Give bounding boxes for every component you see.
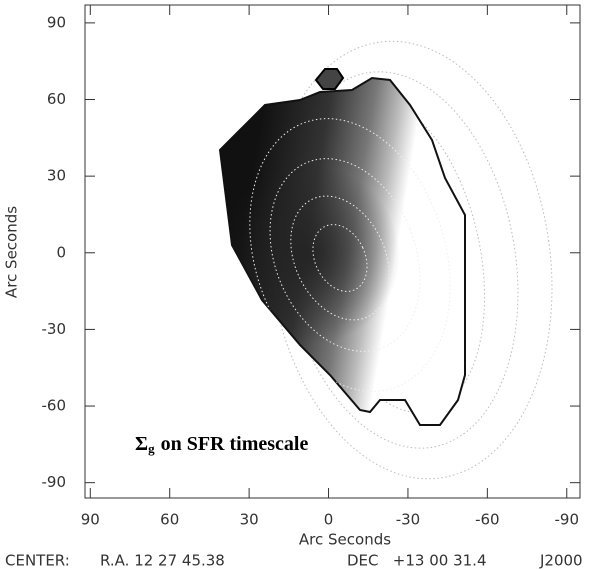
- y-tick-label: -90: [42, 473, 67, 491]
- x-tick-label: 90: [81, 511, 100, 529]
- annotation: Σg on SFR timescale: [135, 433, 308, 456]
- footer-ra: R.A. 12 27 45.38: [100, 552, 225, 570]
- plot-frame: [84, 4, 581, 499]
- footer-label: CENTER:: [5, 552, 70, 570]
- galaxy-core: [220, 80, 465, 425]
- y-tick-label: 60: [47, 90, 66, 108]
- map: [219, 40, 553, 480]
- galaxy-knot: [314, 68, 345, 90]
- x-tick-label: -90: [555, 511, 580, 529]
- x-tick-label: -60: [475, 511, 500, 529]
- x-tick-label: 30: [240, 511, 259, 529]
- x-tick-label: 60: [160, 511, 179, 529]
- footer-dec: DEC +13 00 31.4: [347, 552, 486, 570]
- y-tick-label: 90: [47, 13, 66, 31]
- x-axis-title: Arc Seconds: [299, 531, 391, 549]
- footer-epoch: J2000: [539, 552, 583, 570]
- y-tick-label: -30: [42, 320, 67, 338]
- x-tick-label: 0: [324, 511, 334, 529]
- x-tick-label: -30: [396, 511, 421, 529]
- y-axis-title: Arc Seconds: [3, 206, 21, 298]
- inner-contours: [249, 118, 451, 392]
- y-tick-label: -60: [42, 397, 67, 415]
- y-tick-label: 0: [56, 243, 66, 261]
- y-tick-label: 30: [47, 167, 66, 185]
